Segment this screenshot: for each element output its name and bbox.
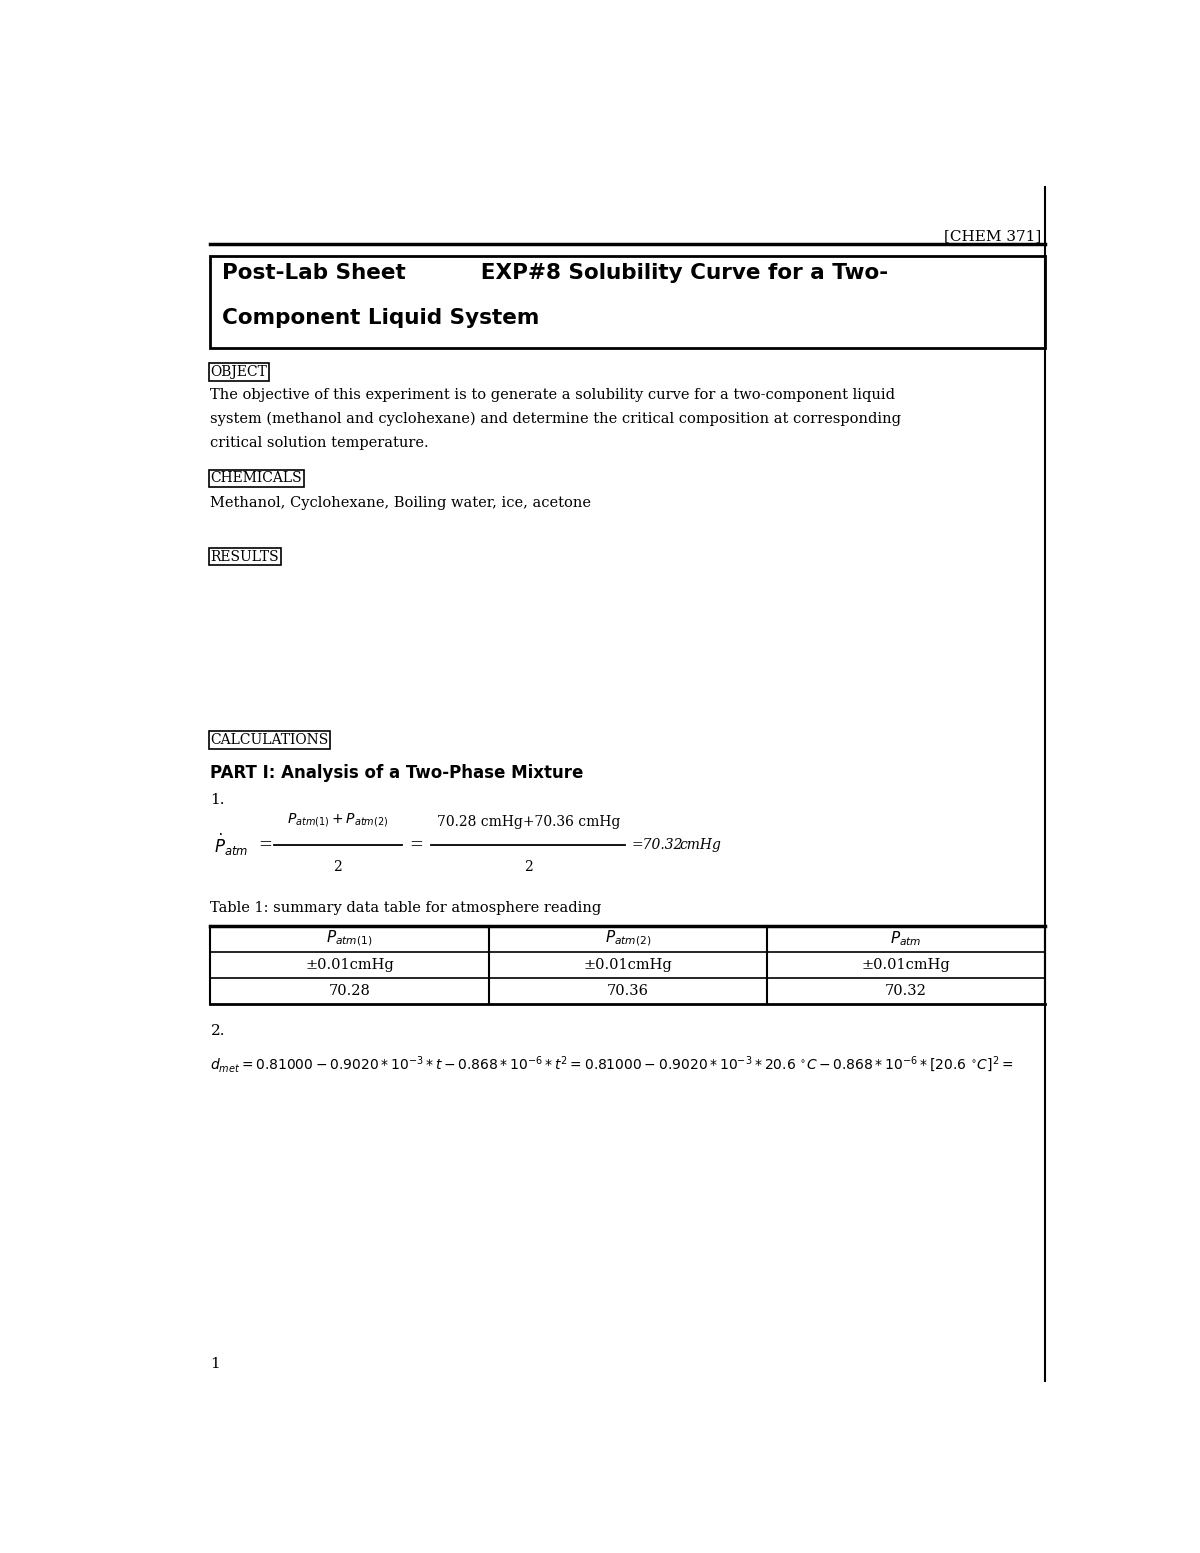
Text: 70.32: 70.32 [886, 985, 926, 999]
Text: Component Liquid System: Component Liquid System [222, 307, 540, 328]
Text: CHEMICALS: CHEMICALS [210, 471, 302, 485]
Text: cmHg: cmHg [679, 837, 721, 851]
Text: =: = [409, 836, 424, 853]
Text: $P_{atm(2)}$: $P_{atm(2)}$ [605, 929, 652, 949]
Text: =70.32: =70.32 [631, 837, 683, 851]
Text: $P_{atm(1)}+P_{atm(2)}$: $P_{atm(1)}+P_{atm(2)}$ [287, 811, 389, 829]
Text: ±0.01cmHg: ±0.01cmHg [862, 958, 950, 972]
Text: [CHEM 371]: [CHEM 371] [944, 228, 1042, 242]
Text: $\dot{P}_{atm}$: $\dot{P}_{atm}$ [215, 832, 248, 857]
Text: system (methanol and cyclohexane) and determine the critical composition at corr: system (methanol and cyclohexane) and de… [210, 412, 901, 427]
Text: Post-Lab Sheet          EXP#8 Solubility Curve for a Two-: Post-Lab Sheet EXP#8 Solubility Curve fo… [222, 264, 888, 283]
Text: 70.28: 70.28 [329, 985, 371, 999]
Text: PART I: Analysis of a Two-Phase Mixture: PART I: Analysis of a Two-Phase Mixture [210, 764, 584, 781]
Text: $P_{atm}$: $P_{atm}$ [890, 929, 922, 947]
Text: Table 1: summary data table for atmosphere reading: Table 1: summary data table for atmosphe… [210, 901, 601, 915]
Text: 2.: 2. [210, 1023, 224, 1037]
Text: 1.: 1. [210, 794, 224, 808]
Text: 70.28 cmHg+70.36 cmHg: 70.28 cmHg+70.36 cmHg [437, 815, 620, 829]
Text: 1: 1 [210, 1357, 221, 1371]
Bar [210, 256, 1045, 348]
Text: RESULTS: RESULTS [210, 550, 280, 564]
Text: 70.36: 70.36 [607, 985, 649, 999]
Text: =: = [258, 836, 272, 853]
Text: ±0.01cmHg: ±0.01cmHg [583, 958, 672, 972]
Text: 2: 2 [524, 860, 533, 874]
Text: Methanol, Cyclohexane, Boiling water, ice, acetone: Methanol, Cyclohexane, Boiling water, ic… [210, 495, 592, 509]
Text: CALCULATIONS: CALCULATIONS [210, 733, 329, 747]
Text: $d_{met}=0.81000-0.9020*10^{-3}*t-0.868*10^{-6}*t^{2}=0.81000-0.9020*10^{-3}*20.: $d_{met}=0.81000-0.9020*10^{-3}*t-0.868*… [210, 1054, 1014, 1075]
Text: critical solution temperature.: critical solution temperature. [210, 436, 430, 450]
Text: The objective of this experiment is to generate a solubility curve for a two-com: The objective of this experiment is to g… [210, 388, 895, 402]
Text: $P_{atm(1)}$: $P_{atm(1)}$ [326, 929, 373, 949]
Text: 2: 2 [334, 860, 342, 874]
Text: ±0.01cmHg: ±0.01cmHg [305, 958, 394, 972]
Text: OBJECT: OBJECT [210, 365, 268, 379]
